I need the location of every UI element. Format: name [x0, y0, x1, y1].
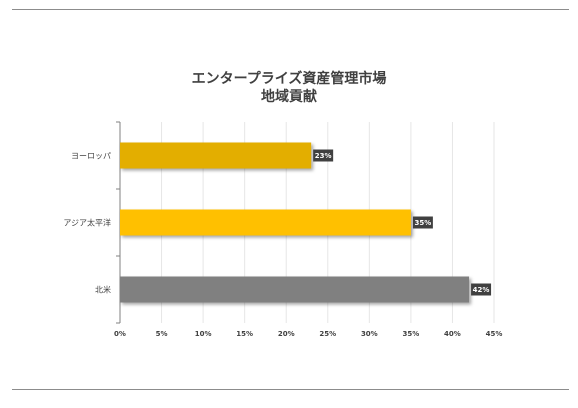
x-tick-label: 15%: [236, 330, 253, 338]
top-divider: [12, 9, 569, 10]
bar: [120, 142, 312, 169]
category-label: ヨーロッパ: [71, 152, 111, 161]
chart-title-line-1: エンタープライズ資産管理市場: [191, 71, 387, 87]
x-tick-label: 25%: [319, 330, 336, 338]
category-label: アジア太平洋: [63, 218, 111, 228]
bottom-divider: [12, 389, 569, 390]
x-tick-label: 45%: [486, 330, 503, 338]
bar: [120, 209, 411, 236]
data-label-box: [471, 283, 492, 296]
x-tick-label: 10%: [195, 330, 212, 338]
x-tick-label: 35%: [403, 330, 420, 338]
data-label-box: [313, 149, 334, 162]
x-tick-label: 40%: [444, 330, 461, 338]
chart-title-line-2: 地域貢献: [261, 89, 317, 105]
category-label: 北米: [95, 285, 111, 295]
x-tick-label: 20%: [278, 330, 295, 338]
x-tick-label: 30%: [361, 330, 378, 338]
data-label: 35%: [415, 219, 432, 227]
x-tick-label: 5%: [156, 330, 168, 338]
data-label-box: [412, 216, 433, 229]
bar: [120, 276, 470, 303]
data-label: 42%: [473, 286, 490, 294]
data-label: 23%: [315, 152, 332, 160]
x-tick-label: 0%: [114, 330, 126, 338]
